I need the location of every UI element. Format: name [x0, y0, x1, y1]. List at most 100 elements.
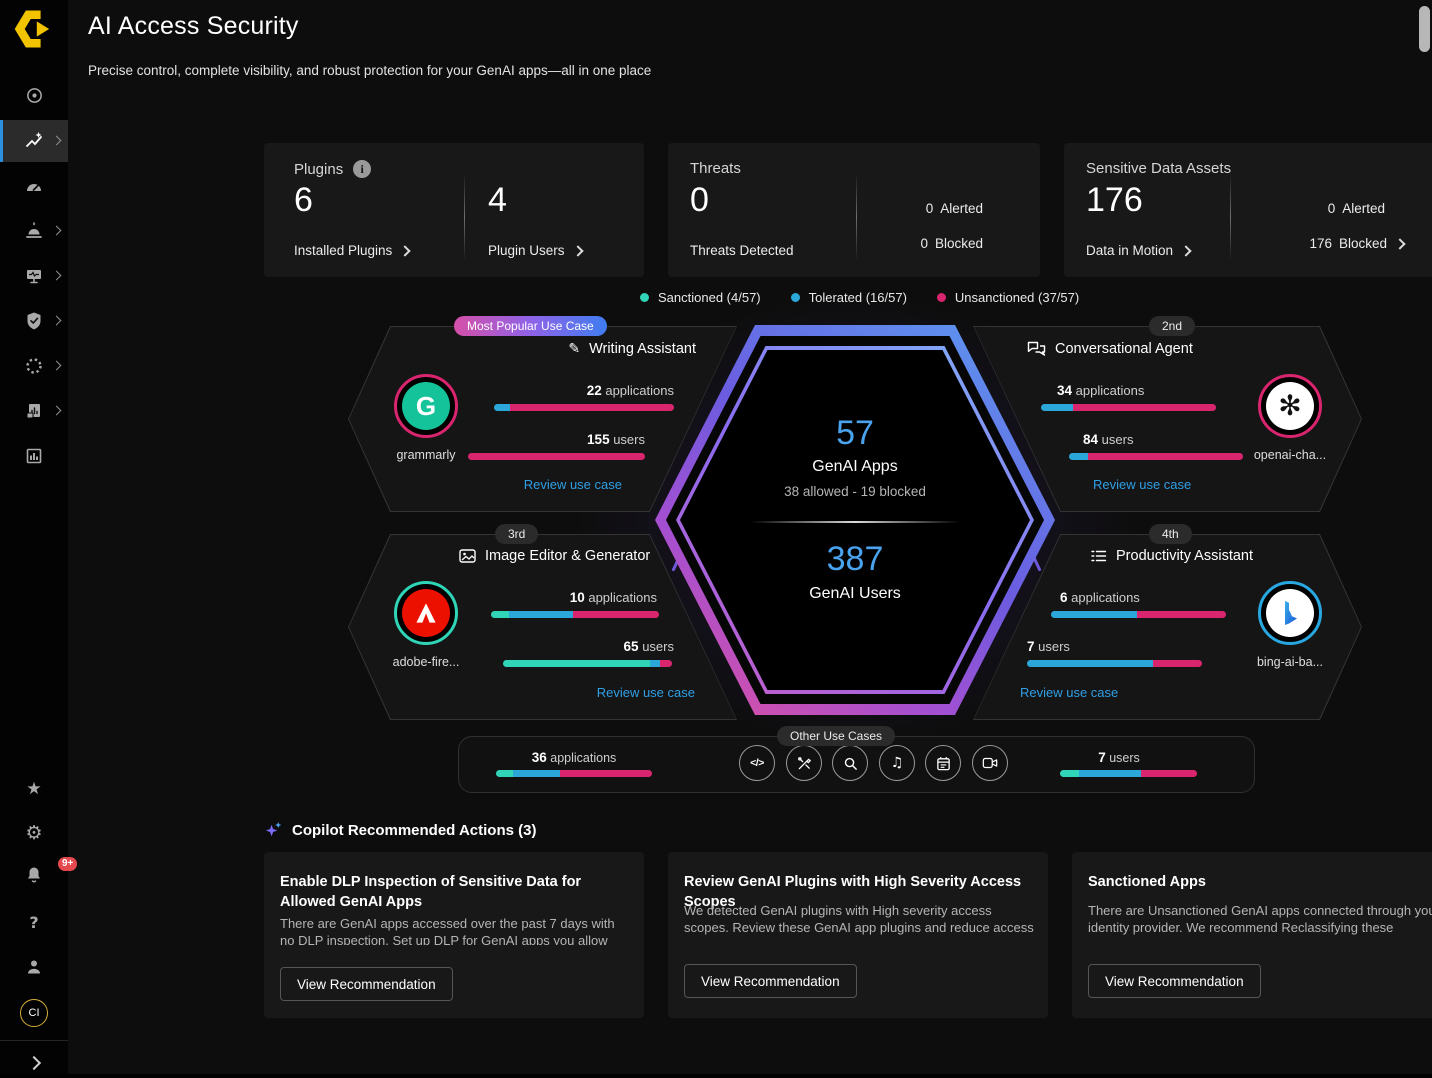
sidebar-item-profile[interactable]: [0, 952, 68, 982]
music-use-case-icon[interactable]: ♫: [879, 745, 915, 781]
openai-app-icon[interactable]: ✻: [1258, 374, 1322, 438]
plugin-users-link[interactable]: Plugin Users: [488, 243, 584, 258]
radar-icon: [26, 87, 42, 103]
installed-plugins-link[interactable]: Installed Plugins: [294, 243, 411, 258]
view-recommendation-button[interactable]: View Recommendation: [280, 967, 453, 1001]
sidebar-item-notifications[interactable]: 9+: [0, 857, 78, 890]
image-icon: [459, 549, 476, 563]
calendar-use-case-icon[interactable]: [925, 745, 961, 781]
sidebar-item-incidents[interactable]: [0, 216, 68, 246]
classification-legend: Sanctioned (4/57) Tolerated (16/57) Unsa…: [640, 290, 1079, 305]
bell-icon: [28, 867, 40, 883]
review-use-case-link[interactable]: Review use case: [1093, 477, 1192, 492]
music-glyph: ♫: [890, 755, 904, 771]
video-glyph: [982, 757, 998, 769]
sidebar-item-discover[interactable]: [0, 80, 68, 110]
sidebar-item-integrations[interactable]: [0, 351, 68, 381]
brand-logo[interactable]: [14, 10, 52, 53]
sidebar-active-highlight: [0, 120, 68, 162]
chevron-right-icon: [26, 1055, 42, 1071]
use-case-title-productivity: Productivity Assistant: [1091, 548, 1253, 564]
recommendation-title: Sanctioned Apps: [1088, 874, 1206, 890]
sidebar-item-analytics[interactable]: [0, 441, 68, 471]
alarm-icon: [26, 222, 42, 238]
review-use-case-link[interactable]: Review use case: [596, 685, 695, 700]
sidebar-item-settings[interactable]: ⚙: [0, 818, 68, 848]
tools-use-case-icon[interactable]: [786, 745, 822, 781]
bar-segment: [1153, 660, 1202, 667]
ai-access-icon: [26, 132, 42, 147]
threats-alerted-label: Alerted: [940, 201, 983, 216]
review-use-case-link[interactable]: Review use case: [1020, 685, 1119, 700]
bar-segment: [660, 660, 672, 667]
gauge-icon: [27, 184, 41, 191]
notification-badge: 9+: [58, 857, 78, 871]
threats-alerted-row: 0 Alerted: [926, 201, 983, 216]
applications-bar: [491, 611, 659, 618]
grammarly-app-icon[interactable]: G: [394, 374, 458, 438]
chevron-right-icon: [51, 135, 62, 146]
sensitive-blocked-link[interactable]: 176 Blocked: [1309, 236, 1406, 251]
vertical-scrollbar[interactable]: [1419, 6, 1430, 52]
rank-badge-2nd: 2nd: [1149, 316, 1196, 336]
legend-label: Tolerated (16/57): [809, 290, 907, 305]
applications-stat: 34 applications: [1057, 383, 1145, 398]
sidebar: ★ ⚙ 9+ ? CI: [0, 0, 78, 1074]
shield-check-icon: [27, 312, 41, 330]
chevron-right-icon: [1394, 238, 1406, 250]
legend-label: Unsanctioned (37/57): [955, 290, 1079, 305]
bar-segment: [1041, 404, 1073, 411]
calendar-glyph: [936, 756, 950, 770]
adobe-firefly-app-icon[interactable]: [394, 581, 458, 645]
bing-app-icon[interactable]: [1258, 581, 1322, 645]
sidebar-item-reports[interactable]: [0, 396, 68, 426]
video-use-case-icon[interactable]: [972, 745, 1008, 781]
sparkle-icon: [265, 821, 282, 837]
recommendation-body: There are GenAI apps accessed over the p…: [280, 916, 615, 945]
use-case-title-text: Writing Assistant: [589, 341, 696, 357]
recommendation-title: Review GenAI Plugins with High Severity …: [684, 874, 1022, 911]
sidebar-item-account[interactable]: CI: [0, 998, 68, 1028]
view-recommendation-button[interactable]: View Recommendation: [684, 964, 857, 998]
search-use-case-icon[interactable]: [832, 745, 868, 781]
rank-badge-3rd: 3rd: [495, 524, 539, 544]
bar-segment: [650, 660, 661, 667]
page-title: AI Access Security: [88, 12, 299, 40]
sidebar-item-help[interactable]: ?: [0, 908, 68, 938]
review-use-case-link[interactable]: Review use case: [523, 477, 622, 492]
sidebar-item-ai-access-security[interactable]: [0, 126, 68, 156]
bar-segment: [509, 611, 574, 618]
data-in-motion-link[interactable]: Data in Motion: [1086, 243, 1192, 258]
bar-segment: [1140, 770, 1197, 777]
page-subtitle: Precise control, complete visibility, an…: [88, 63, 652, 78]
recommendation-card-dlp: Enable DLP Inspection of Sensitive Data …: [264, 852, 644, 1018]
chevron-right-icon: [51, 225, 62, 236]
hexagon-divider: [750, 521, 960, 524]
plugins-card-title: Plugins: [294, 160, 344, 178]
code-use-case-icon[interactable]: </>: [739, 745, 775, 781]
openai-logo: ✻: [1266, 382, 1314, 430]
grammarly-glyph: G: [415, 390, 437, 421]
users-bar: [503, 660, 672, 667]
view-recommendation-button[interactable]: View Recommendation: [1088, 964, 1261, 998]
bar-segment: [503, 660, 651, 667]
other-users-stat: 7 users: [1098, 750, 1140, 765]
sidebar-item-favorites[interactable]: ★: [0, 774, 68, 804]
bar-segment: [1072, 404, 1216, 411]
bar-segment: [573, 611, 659, 618]
threats-alerted-value: 0: [925, 201, 934, 216]
genai-users-value: 387: [826, 540, 884, 579]
sidebar-item-policies[interactable]: [0, 306, 68, 336]
legend-unsanctioned: Unsanctioned (37/57): [936, 290, 1079, 305]
sensitive-data-card-title: Sensitive Data Assets: [1086, 160, 1232, 177]
sidebar-item-dashboard[interactable]: [0, 172, 68, 202]
sidebar-item-monitoring[interactable]: [0, 261, 68, 291]
use-case-title-text: Productivity Assistant: [1116, 548, 1253, 564]
genai-apps-label: GenAI Apps: [812, 458, 898, 476]
applications-stat: 22 applications: [586, 383, 674, 398]
bar-segment: [513, 770, 560, 777]
openai-glyph: ✻: [1278, 389, 1302, 422]
info-icon[interactable]: i: [353, 160, 372, 178]
use-case-panel-productivity-assistant: 4th Productivity Assistant 6 application…: [973, 524, 1362, 720]
bar-segment: [1136, 611, 1226, 618]
